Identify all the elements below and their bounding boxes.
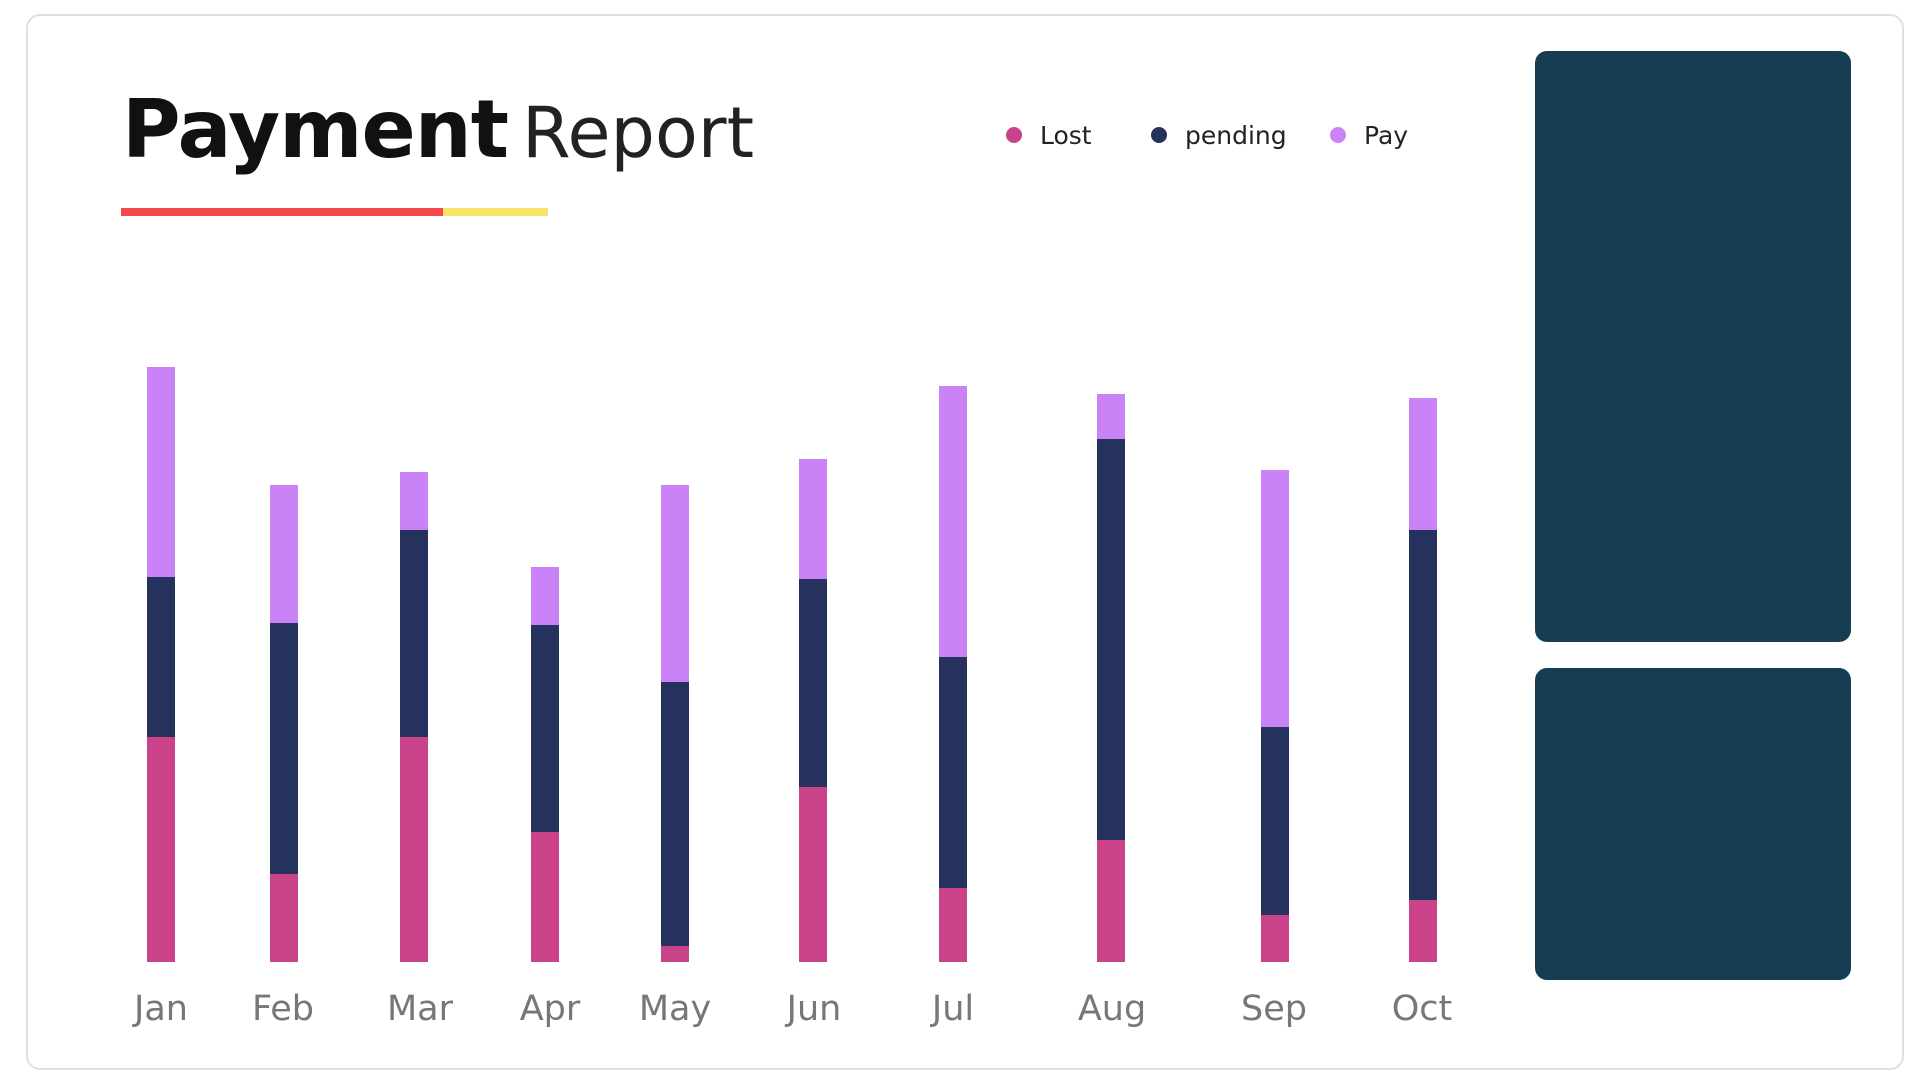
- bar-pending-may: [661, 682, 689, 946]
- title-underline-secondary: [443, 208, 548, 216]
- bar-pay-feb: [270, 485, 298, 623]
- bar-lost-feb: [270, 874, 298, 962]
- bar-pay-apr: [531, 567, 559, 625]
- bar-pending-mar: [400, 530, 428, 737]
- bar-pending-sep: [1261, 727, 1289, 915]
- x-tick-label-jan: Jan: [132, 989, 188, 1029]
- x-tick-label-sep: Sep: [1241, 989, 1307, 1029]
- title-light-text: Report: [521, 92, 755, 174]
- bar-pending-jul: [939, 657, 967, 888]
- legend-item-pending: pending: [1151, 120, 1287, 150]
- legend-item-lost: Lost: [1006, 120, 1092, 150]
- legend-dot-lost: [1006, 127, 1022, 143]
- bar-pending-jan: [147, 577, 175, 737]
- bar-pending-oct: [1409, 530, 1437, 900]
- x-tick-label-aug: Aug: [1078, 989, 1146, 1029]
- x-tick-label-jun: Jun: [785, 989, 842, 1029]
- bar-lost-aug: [1097, 840, 1125, 962]
- legend-label-pending: pending: [1185, 120, 1287, 150]
- bar-pay-mar: [400, 472, 428, 530]
- title-underline-primary: [121, 208, 443, 216]
- bar-pay-aug: [1097, 394, 1125, 439]
- page-title: Payment Report: [122, 90, 754, 170]
- side-panel-bottom: [1535, 668, 1851, 980]
- bar-pay-oct: [1409, 398, 1437, 530]
- bar-lost-apr: [531, 832, 559, 962]
- bar-lost-jun: [799, 787, 827, 962]
- x-tick-label-may: May: [639, 989, 711, 1029]
- legend-item-pay: Pay: [1330, 120, 1409, 150]
- x-tick-label-oct: Oct: [1392, 989, 1453, 1029]
- bar-pay-jul: [939, 386, 967, 657]
- bar-lost-mar: [400, 737, 428, 962]
- bar-pending-jun: [799, 579, 827, 787]
- x-tick-label-mar: Mar: [387, 989, 454, 1029]
- stacked-bar-chart: Jan Feb Mar Apr May Jun Jul Aug Sep Oct: [132, 367, 1453, 1029]
- bar-pay-sep: [1261, 470, 1289, 727]
- bar-pending-apr: [531, 625, 559, 832]
- bar-pending-aug: [1097, 439, 1125, 840]
- legend-dot-pay: [1330, 127, 1346, 143]
- legend-dot-pending: [1151, 127, 1167, 143]
- bar-pending-feb: [270, 623, 298, 874]
- x-tick-label-apr: Apr: [520, 989, 581, 1029]
- bar-lost-may: [661, 946, 689, 962]
- legend-label-pay: Pay: [1364, 120, 1409, 150]
- side-panel-top: [1535, 51, 1851, 642]
- bar-lost-oct: [1409, 900, 1437, 962]
- title-bold-text: Payment: [122, 83, 509, 176]
- x-tick-label-feb: Feb: [252, 989, 314, 1029]
- x-tick-label-jul: Jul: [930, 989, 974, 1029]
- legend-label-lost: Lost: [1040, 120, 1092, 150]
- bar-lost-jan: [147, 737, 175, 962]
- bar-lost-jul: [939, 888, 967, 962]
- bar-lost-sep: [1261, 915, 1289, 962]
- bar-pay-jan: [147, 367, 175, 577]
- bar-pay-may: [661, 485, 689, 682]
- bar-pay-jun: [799, 459, 827, 579]
